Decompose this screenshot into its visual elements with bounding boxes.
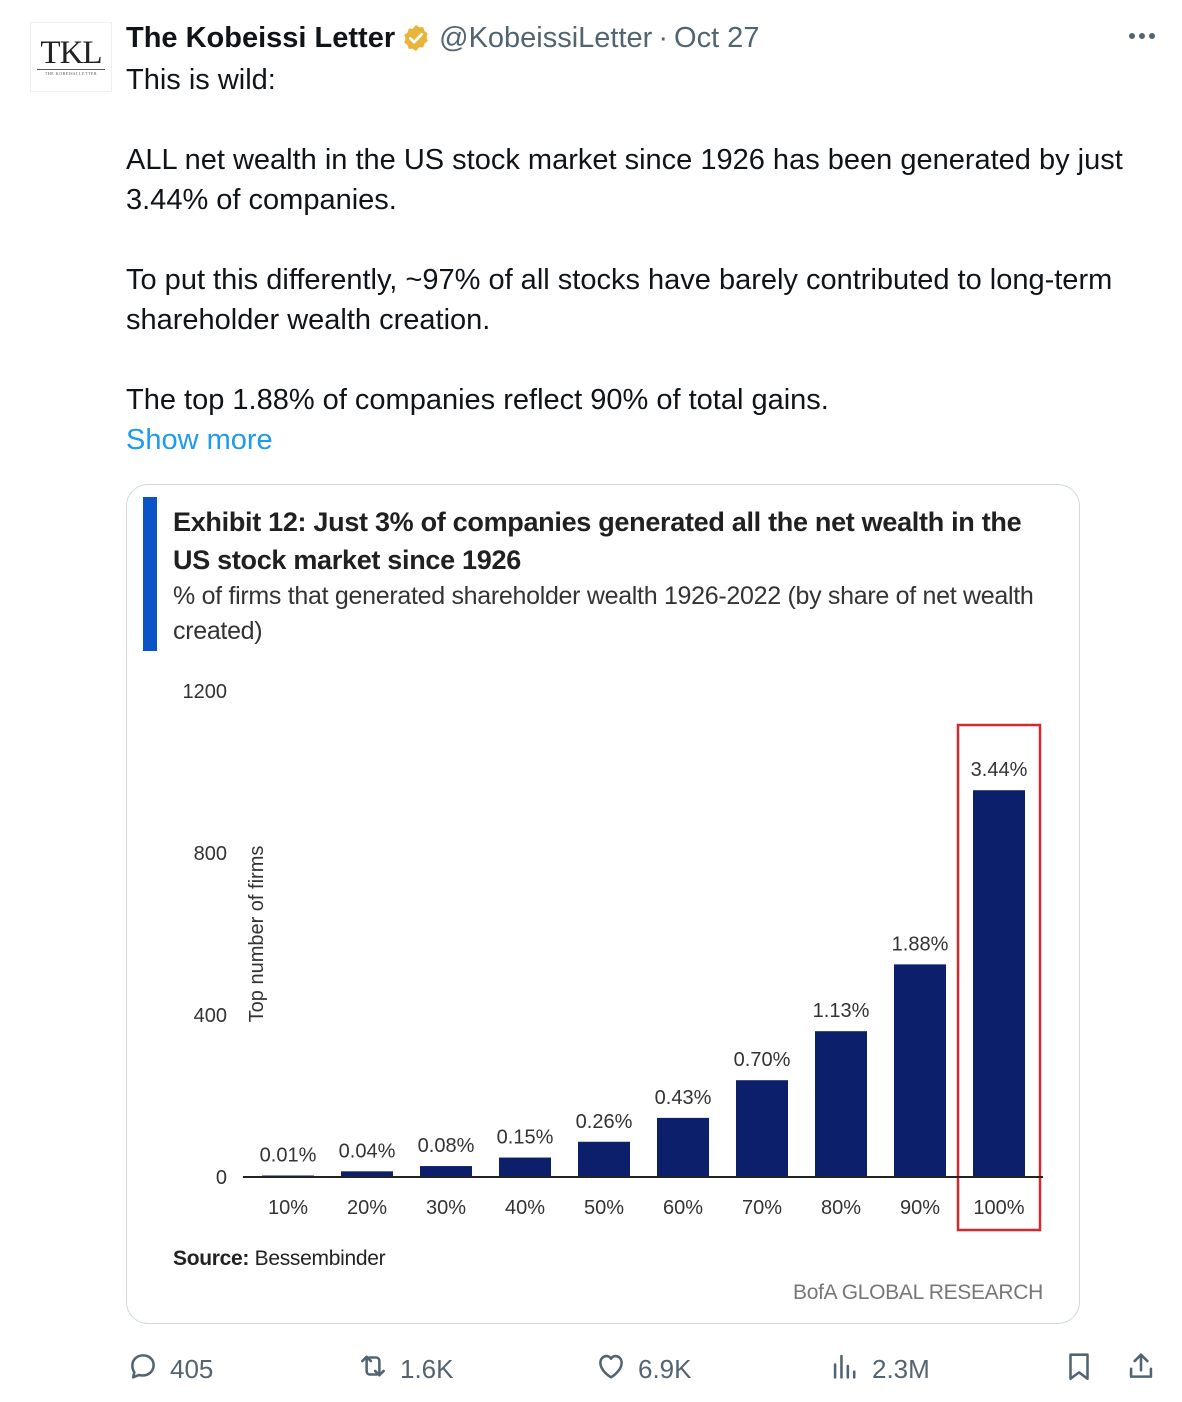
chart-bar: [657, 1117, 709, 1177]
x-tick-label: 100%: [973, 1197, 1024, 1219]
repost-icon: [356, 1349, 390, 1390]
exhibit-accent-bar: [143, 497, 157, 651]
avatar-rule: [37, 69, 105, 70]
reply-count: 405: [170, 1353, 214, 1384]
like-count: 6.9K: [638, 1353, 692, 1384]
bar-data-label: 0.01%: [260, 1145, 317, 1167]
tweet-text: This is wild: ALL net wealth in the US s…: [126, 60, 1136, 420]
chart-bar: [894, 964, 946, 1177]
author-handle[interactable]: @KobeissiLetter: [439, 21, 653, 54]
source-label: Source:: [173, 1247, 250, 1270]
views-count: 2.3M: [872, 1353, 930, 1384]
share-icon: [1124, 1349, 1158, 1390]
chart-bar: [341, 1171, 393, 1177]
chart-bar: [578, 1141, 630, 1177]
y-tick-label: 400: [194, 1005, 227, 1027]
views-icon: [828, 1349, 862, 1390]
views-button[interactable]: 2.3M: [828, 1350, 930, 1388]
bar-data-label: 1.13%: [813, 1000, 870, 1022]
action-bar: 405 1.6K 6.9K 2.3M: [0, 1342, 1182, 1398]
author-name[interactable]: The Kobeissi Letter: [126, 21, 396, 54]
bar-data-label: 0.08%: [418, 1135, 475, 1157]
exhibit-brand: BofA GLOBAL RESEARCH: [793, 1281, 1043, 1304]
exhibit-subtitle: % of firms that generated shareholder we…: [173, 582, 1034, 645]
bar-data-label: 0.04%: [339, 1140, 396, 1162]
tweet-paragraph: ALL net wealth in the US stock market si…: [126, 144, 1123, 216]
chart-bar: [736, 1080, 788, 1177]
more-icon[interactable]: [1122, 22, 1162, 50]
reply-button[interactable]: 405: [126, 1350, 213, 1388]
x-tick-label: 90%: [900, 1197, 940, 1219]
bar-data-label: 0.70%: [734, 1049, 791, 1071]
tweet-date[interactable]: Oct 27: [674, 21, 760, 54]
bar-chart: 0 400 800 1200 Top number of firms 0.01% 10% 0.…: [183, 681, 1043, 1232]
verified-badge-icon[interactable]: [401, 23, 431, 53]
tweet-paragraph: This is wild:: [126, 64, 276, 96]
tweet-paragraph: To put this differently, ~97% of all sto…: [126, 264, 1113, 336]
chart-bar: [499, 1157, 551, 1177]
show-more-link[interactable]: Show more: [126, 424, 273, 456]
bar-data-label: 0.15%: [497, 1127, 554, 1149]
tweet-header: The Kobeissi Letter @KobeissiLetter · Oc…: [126, 18, 759, 58]
x-tick-label: 10%: [268, 1197, 308, 1219]
x-tick-label: 50%: [584, 1197, 624, 1219]
repost-count: 1.6K: [400, 1353, 454, 1384]
x-tick-label: 30%: [426, 1197, 466, 1219]
reply-icon: [126, 1349, 160, 1390]
chart-bar: [420, 1166, 472, 1177]
like-icon: [594, 1349, 628, 1390]
x-tick-label: 70%: [742, 1197, 782, 1219]
avatar[interactable]: TKL THE KOBEISSI LETTER: [30, 22, 112, 92]
x-tick-label: 80%: [821, 1197, 861, 1219]
bar-data-label: 0.26%: [576, 1111, 633, 1133]
repost-button[interactable]: 1.6K: [356, 1350, 454, 1388]
share-button[interactable]: [1124, 1350, 1158, 1388]
chart-bar: [815, 1031, 867, 1177]
bookmark-button[interactable]: [1062, 1350, 1096, 1388]
avatar-caption: THE KOBEISSI LETTER: [44, 71, 98, 76]
bar-data-label: 1.88%: [892, 933, 949, 955]
exhibit-title: Exhibit 12: Just 3% of companies generat…: [173, 507, 1022, 575]
highlight-box: [956, 723, 1042, 1232]
like-button[interactable]: 6.9K: [594, 1350, 692, 1388]
y-tick-label: 800: [194, 843, 227, 865]
tweet-paragraph: The top 1.88% of companies reflect 90% o…: [126, 384, 829, 416]
x-tick-label: 40%: [505, 1197, 545, 1219]
separator-dot: ·: [658, 21, 669, 54]
exhibit-source: Source: Bessembinder: [173, 1247, 386, 1271]
x-tick-label: 60%: [663, 1197, 703, 1219]
y-tick-label: 0: [216, 1167, 227, 1189]
x-tick-label: 20%: [347, 1197, 387, 1219]
avatar-monogram: TKL: [40, 35, 102, 71]
media-card[interactable]: Exhibit 12: Just 3% of companies generat…: [126, 484, 1080, 1324]
y-axis-title: Top number of firms: [246, 846, 268, 1023]
chart-bar: [973, 790, 1025, 1177]
bar-data-label: 0.43%: [655, 1087, 712, 1109]
bar-data-label: 3.44%: [971, 759, 1028, 781]
y-tick-label: 1200: [183, 681, 228, 703]
source-value: Bessembinder: [254, 1247, 386, 1270]
bookmark-icon: [1062, 1349, 1096, 1390]
